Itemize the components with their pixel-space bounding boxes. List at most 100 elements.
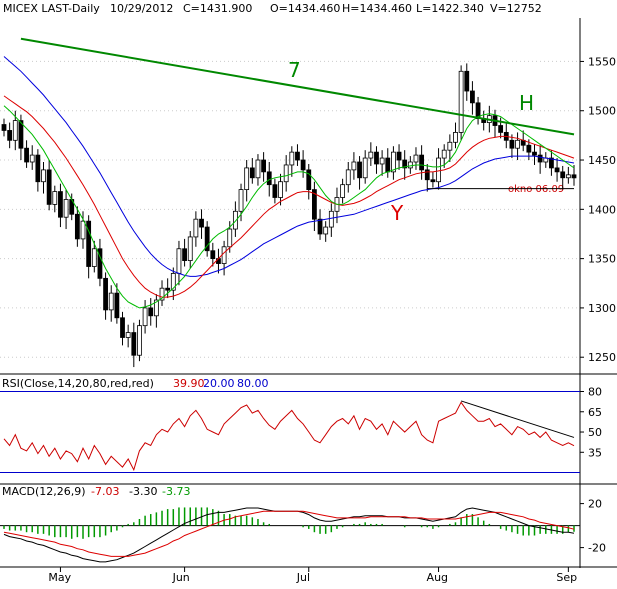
macd-tick-label: -20 bbox=[588, 542, 606, 555]
candle-body bbox=[91, 248, 97, 267]
candle-body bbox=[515, 139, 520, 149]
candle-body bbox=[323, 226, 329, 235]
candle-body bbox=[374, 151, 379, 165]
macd-legend-macd: -7.03 bbox=[91, 485, 119, 498]
header-low: L=1422.340 bbox=[416, 2, 484, 15]
y-label: Y bbox=[390, 201, 404, 225]
candle-body bbox=[458, 70, 464, 133]
month-tick-label: Sep bbox=[556, 571, 577, 584]
candle-body bbox=[165, 287, 171, 291]
candle-body bbox=[357, 161, 362, 179]
candle-body bbox=[554, 167, 560, 173]
h-label: H bbox=[519, 91, 534, 115]
candle-body bbox=[176, 248, 182, 274]
candle-body bbox=[498, 125, 504, 133]
macd-line bbox=[3, 507, 575, 563]
candle-body bbox=[560, 171, 566, 179]
rsi-tick-label: 35 bbox=[588, 446, 602, 459]
price-tick-label: 1500 bbox=[588, 105, 616, 118]
candle-body bbox=[86, 220, 92, 267]
candle-body bbox=[571, 174, 577, 179]
candle-body bbox=[18, 120, 24, 149]
rsi-trendline bbox=[460, 400, 575, 438]
candle-body bbox=[391, 151, 396, 173]
candle-body bbox=[29, 154, 35, 163]
rsi-tick-label: 50 bbox=[588, 426, 602, 439]
rsi-legend-lower: 20.00 bbox=[203, 377, 235, 390]
candle-body bbox=[46, 169, 52, 205]
candle-body bbox=[58, 191, 63, 218]
price-tick-label: 1550 bbox=[588, 55, 616, 68]
month-tick-label: Jun bbox=[172, 571, 190, 584]
price-tick-label: 1400 bbox=[588, 203, 616, 216]
candle-body bbox=[232, 210, 238, 230]
candle-body bbox=[227, 228, 233, 248]
candle-body bbox=[131, 332, 137, 356]
candle-body bbox=[182, 248, 187, 261]
candle-body bbox=[441, 149, 447, 159]
candle-body bbox=[7, 130, 13, 141]
candle-body bbox=[272, 184, 278, 198]
candle-body bbox=[249, 167, 255, 179]
macd-legend-name: MACD(12,26,9) bbox=[2, 485, 86, 498]
candle-body bbox=[436, 157, 441, 183]
candle-body bbox=[199, 218, 204, 228]
header-date: 10/29/2012 bbox=[110, 2, 173, 15]
candle-body bbox=[385, 157, 391, 173]
candle-body bbox=[537, 154, 543, 163]
candle-body bbox=[311, 189, 317, 220]
candle-body bbox=[244, 167, 250, 191]
candle-body bbox=[24, 147, 29, 163]
ma-slow-line bbox=[3, 56, 575, 277]
candle-body bbox=[447, 141, 453, 151]
candle-body bbox=[278, 181, 283, 198]
candle-body bbox=[52, 191, 58, 205]
candle-body bbox=[283, 164, 289, 183]
candle-body bbox=[125, 332, 131, 338]
candle-body bbox=[379, 157, 385, 165]
ma-mid-line bbox=[3, 95, 575, 298]
candle-body bbox=[12, 120, 18, 141]
candle-body bbox=[193, 218, 199, 238]
rsi-tick-label: 80 bbox=[588, 386, 602, 399]
candle-body bbox=[402, 159, 408, 169]
candle-body bbox=[532, 151, 537, 156]
candle-body bbox=[97, 248, 103, 279]
candle-body bbox=[565, 174, 571, 179]
candle-body bbox=[266, 171, 272, 186]
candle-body bbox=[221, 246, 227, 264]
candle-body bbox=[261, 159, 267, 173]
candle-body bbox=[148, 307, 154, 317]
candle-body bbox=[210, 250, 216, 260]
candle-body bbox=[80, 220, 86, 240]
month-tick-label: Aug bbox=[427, 571, 448, 584]
candle-body bbox=[413, 154, 419, 163]
candle-body bbox=[289, 151, 295, 166]
gap-label: okno 06.09 bbox=[508, 184, 564, 195]
candle-body bbox=[368, 151, 374, 159]
candle-body bbox=[526, 144, 532, 153]
header-open: O=1434.460 bbox=[270, 2, 340, 15]
candle-body bbox=[470, 90, 475, 104]
candle-body bbox=[306, 169, 312, 191]
price-tick-label: 1250 bbox=[588, 351, 616, 364]
candle-body bbox=[170, 273, 176, 291]
candle-body bbox=[464, 70, 470, 92]
resistance-trendline bbox=[20, 37, 575, 136]
candle-body bbox=[108, 292, 114, 311]
candle-body bbox=[407, 161, 413, 169]
candle-body bbox=[120, 317, 125, 338]
header-symbol: MICEX LAST-Daily bbox=[3, 2, 100, 15]
candle-body bbox=[362, 157, 368, 179]
candle-body bbox=[153, 299, 159, 317]
candle-body bbox=[114, 292, 120, 319]
candle-body bbox=[137, 325, 142, 356]
candle-body bbox=[351, 161, 357, 171]
candle-body bbox=[255, 159, 261, 179]
macd-signal-line bbox=[3, 510, 575, 557]
candle-body bbox=[509, 139, 515, 149]
rsi-tick-label: 65 bbox=[588, 406, 602, 419]
month-tick-label: Jul bbox=[296, 571, 310, 584]
